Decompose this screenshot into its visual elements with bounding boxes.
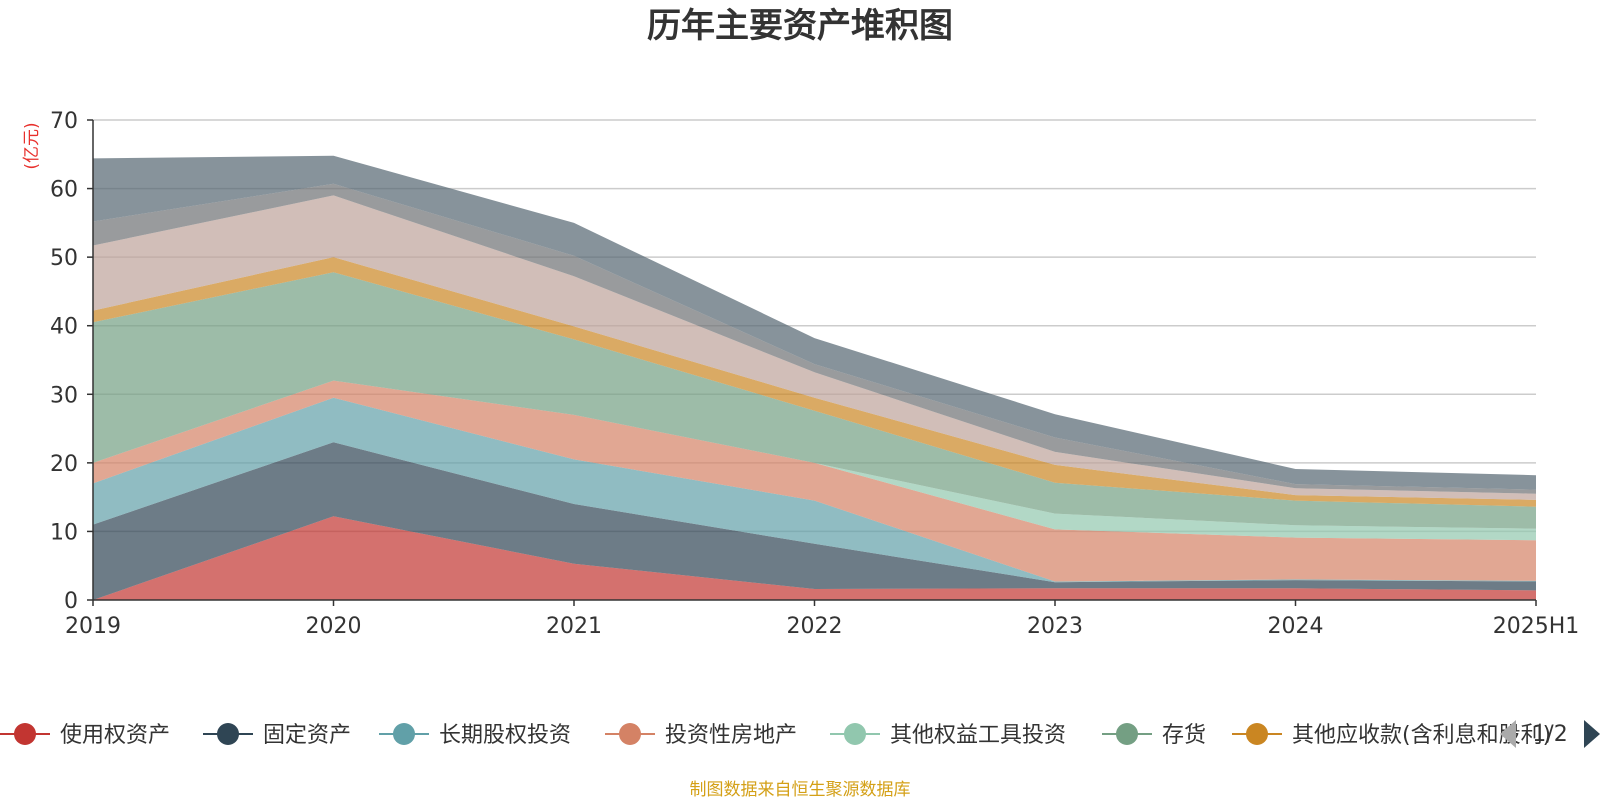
x-axis-ticks: 2019 2020 2021 2022 2023 2024 2025H1 <box>65 600 1579 639</box>
legend-item[interactable]: 其他权益工具投资 <box>830 723 1066 748</box>
area-series-2 <box>93 442 1536 600</box>
x-tick-label: 2023 <box>1027 614 1083 639</box>
legend-item[interactable]: 投资性房地产 <box>605 723 797 748</box>
y-tick-label: 50 <box>50 246 78 271</box>
legend-label: 固定资产 <box>263 723 351 748</box>
legend-marker-icon <box>844 723 866 745</box>
area-series-3 <box>93 397 1536 583</box>
legend-next-arrow-icon[interactable] <box>1584 720 1600 748</box>
x-tick-label: 2025H1 <box>1493 614 1580 639</box>
legend-marker-icon <box>393 723 415 745</box>
area-series-9 <box>93 183 1536 494</box>
legend-marker-icon <box>14 723 36 745</box>
x-tick-label: 2019 <box>65 614 121 639</box>
legend-label: 长期股权投资 <box>439 723 571 748</box>
x-tick-label: 2022 <box>787 614 843 639</box>
legend-marker-icon <box>619 723 641 745</box>
legend: 使用权资产 固定资产 长期股权投资 投资性房地产 其他权益工具投资 存货 其他应收款(含利息… <box>0 723 1551 748</box>
legend-pager: 1/2 <box>1500 720 1600 748</box>
chart-title: 历年主要资产堆积图 <box>647 6 953 46</box>
area-series-1 <box>93 516 1536 600</box>
y-tick-label: 10 <box>50 520 78 545</box>
legend-marker-icon <box>1246 723 1268 745</box>
data-source-note: 制图数据来自恒生聚源数据库 <box>690 780 911 800</box>
x-tick-label: 2024 <box>1268 614 1324 639</box>
legend-marker-icon <box>217 723 239 745</box>
area-series-7 <box>93 257 1536 507</box>
y-axis-unit-label: (亿元) <box>22 122 42 169</box>
legend-label: 存货 <box>1162 723 1206 748</box>
legend-label: 其他权益工具投资 <box>890 723 1066 748</box>
area-series-4 <box>93 380 1536 582</box>
y-tick-label: 20 <box>50 452 78 477</box>
legend-label: 投资性房地产 <box>665 723 797 748</box>
area-series-10 <box>93 155 1536 490</box>
y-tick-label: 60 <box>50 178 78 203</box>
legend-page-indicator: 1/2 <box>1532 722 1567 747</box>
area-series-8 <box>93 195 1536 500</box>
y-tick-label: 70 <box>50 109 78 134</box>
y-tick-label: 30 <box>50 383 78 408</box>
y-tick-label: 0 <box>64 589 78 614</box>
legend-item[interactable]: 固定资产 <box>203 723 351 748</box>
legend-item[interactable]: 使用权资产 <box>0 723 170 748</box>
legend-item[interactable]: 存货 <box>1102 723 1206 748</box>
legend-item[interactable]: 长期股权投资 <box>379 723 571 748</box>
area-series-6 <box>93 272 1536 529</box>
legend-prev-arrow-icon[interactable] <box>1500 720 1516 748</box>
x-tick-label: 2021 <box>546 614 602 639</box>
legend-label: 使用权资产 <box>60 723 170 748</box>
area-series <box>93 155 1536 600</box>
y-tick-label: 40 <box>50 315 78 340</box>
y-axis-ticks: 0 10 20 30 40 50 60 70 <box>50 109 93 614</box>
legend-marker-icon <box>1116 723 1138 745</box>
x-tick-label: 2020 <box>306 614 362 639</box>
